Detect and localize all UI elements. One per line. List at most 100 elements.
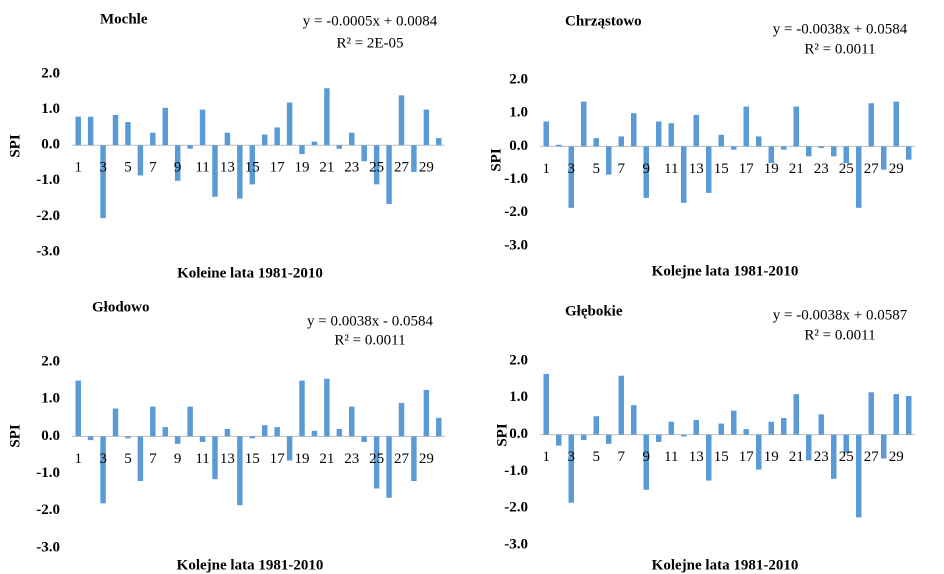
x-tick-label: 7 <box>618 161 626 177</box>
x-tick-label: 13 <box>689 161 704 177</box>
bar <box>881 434 887 459</box>
bar <box>706 434 712 481</box>
bar <box>137 436 144 482</box>
y-tick-label: 1.0 <box>41 391 60 407</box>
y-tick-label: -1.0 <box>504 463 528 479</box>
bar <box>706 146 712 193</box>
y-tick-label: 0.0 <box>509 426 528 442</box>
bar <box>311 430 318 437</box>
bar <box>311 141 318 146</box>
x-tick-label: 17 <box>270 451 286 467</box>
x-tick-label: 15 <box>245 160 260 176</box>
chart-title: Mochle <box>100 11 148 27</box>
bar <box>793 394 799 435</box>
bar <box>324 88 330 146</box>
bar <box>893 394 899 435</box>
bar <box>818 414 824 435</box>
x-tick-label: 23 <box>344 451 359 467</box>
bar <box>806 146 812 157</box>
bar <box>868 103 874 147</box>
x-axis-title: Kolejne lata 1981-2010 <box>177 557 324 573</box>
bar <box>75 380 81 437</box>
bar <box>643 146 649 198</box>
x-tick-label: 25 <box>369 451 384 467</box>
bar <box>743 429 749 435</box>
bar <box>656 434 662 442</box>
bar <box>361 436 367 442</box>
x-tick-label: 3 <box>99 451 107 467</box>
bar <box>831 434 837 479</box>
x-tick-label: 7 <box>149 451 157 467</box>
y-tick-label: 1.0 <box>41 101 60 117</box>
y-tick-label: 2.0 <box>509 71 528 87</box>
x-tick-label: 5 <box>124 451 132 467</box>
bar <box>581 101 587 147</box>
bar <box>237 145 243 199</box>
bar <box>162 427 168 437</box>
bar <box>162 107 168 146</box>
y-tick-label: 1.0 <box>509 389 528 405</box>
x-tick-label: 15 <box>714 449 729 465</box>
trend-equation: y = 0.0038x - 0.0584 <box>307 313 433 329</box>
x-tick-label: 7 <box>618 449 626 465</box>
y-tick-label: 0.0 <box>41 137 60 153</box>
bar <box>718 423 724 435</box>
x-tick-label: 25 <box>839 449 854 465</box>
y-tick-label: 2.0 <box>41 65 60 81</box>
bar <box>768 421 774 435</box>
bar <box>731 146 737 150</box>
y-axis-title: SPI <box>488 148 504 172</box>
bar <box>631 113 637 147</box>
bar <box>87 116 94 146</box>
bar <box>150 132 156 146</box>
x-axis-title: Kolejne lata 1981-2010 <box>652 557 799 573</box>
x-tick-label: 21 <box>319 160 334 176</box>
x-tick-label: 23 <box>814 161 829 177</box>
x-tick-label: 17 <box>270 160 286 176</box>
bar <box>893 101 899 147</box>
x-tick-label: 27 <box>864 161 880 177</box>
bar <box>818 146 824 149</box>
bar <box>199 109 206 146</box>
bar <box>618 136 624 147</box>
bar <box>618 375 624 435</box>
bar <box>398 402 405 437</box>
x-tick-label: 3 <box>99 160 107 176</box>
x-tick-label: 7 <box>149 160 157 176</box>
bar <box>286 102 293 146</box>
bar <box>843 434 849 453</box>
bar <box>75 116 81 146</box>
chart-title: Głodowo <box>92 299 150 315</box>
x-tick-label: 27 <box>394 160 410 176</box>
bar <box>336 428 343 437</box>
x-tick-label: 17 <box>739 161 755 177</box>
x-tick-label: 29 <box>419 160 434 176</box>
bar <box>361 145 367 162</box>
x-tick-label: 9 <box>643 161 651 177</box>
bar <box>868 392 874 435</box>
bar <box>112 408 119 437</box>
bar <box>125 436 131 439</box>
bar <box>224 428 231 437</box>
x-tick-label: 25 <box>369 160 384 176</box>
bar <box>349 132 355 146</box>
x-tick-label: 15 <box>245 451 260 467</box>
bar <box>843 146 849 163</box>
y-tick-label: -3.0 <box>504 237 528 253</box>
bar <box>187 145 193 149</box>
x-tick-label: 15 <box>714 161 729 177</box>
bar <box>693 114 699 147</box>
bar <box>731 410 737 435</box>
y-tick-label: 0.0 <box>509 138 528 154</box>
bar <box>781 418 787 435</box>
y-axis-title: SPI <box>7 424 23 448</box>
y-tick-label: -1.0 <box>36 172 60 188</box>
x-tick-label: 19 <box>295 451 310 467</box>
bar <box>606 434 612 444</box>
bar <box>199 436 206 442</box>
bar <box>324 378 330 437</box>
x-tick-label: 11 <box>664 449 678 465</box>
x-tick-label: 21 <box>319 451 334 467</box>
bar <box>568 146 574 208</box>
bar <box>556 434 562 446</box>
